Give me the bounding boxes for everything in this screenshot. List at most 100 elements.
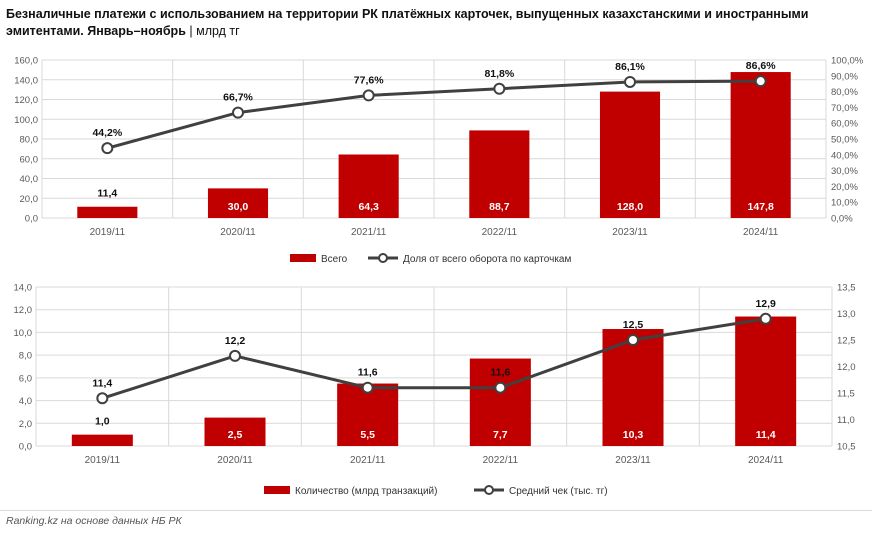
line-data-label: 11,4: [92, 377, 112, 389]
bar: [338, 154, 399, 218]
bar: [735, 316, 797, 446]
line-data-label: 81,8%: [484, 68, 514, 80]
y-right-tick-label: 11,0: [837, 415, 855, 426]
y-left-tick-label: 0,0: [19, 442, 32, 453]
y-right-tick-label: 13,5: [837, 283, 856, 294]
y-right-tick-label: 20,0%: [831, 182, 858, 193]
y-left-tick-label: 100,0: [14, 115, 38, 126]
line-data-label: 11,6: [490, 367, 510, 379]
line-data-label: 12,5: [623, 319, 644, 331]
legend-swatch-bar: [290, 254, 316, 262]
line-marker: [361, 381, 374, 394]
line-marker: [362, 89, 375, 102]
y-right-tick-label: 13,0: [837, 309, 856, 320]
y-left-tick-label: 40,0: [20, 174, 39, 185]
title-unit: млрд тг: [196, 24, 240, 38]
y-left-tick-label: 60,0: [20, 154, 39, 165]
x-tick-label: 2022/11: [482, 227, 518, 238]
line-marker: [759, 312, 772, 325]
line-marker: [232, 106, 244, 119]
line-marker: [229, 349, 241, 362]
bar-data-label: 88,7: [489, 201, 510, 213]
source-note: Ranking.kz на основе данных НБ РК: [6, 515, 182, 527]
line-marker: [493, 82, 506, 95]
y-left-tick-label: 140,0: [14, 75, 38, 86]
y-right-tick-label: 80,0%: [831, 87, 858, 98]
y-left-tick-label: 160,0: [14, 56, 38, 67]
chart-title: Безналичные платежи с использованием на …: [6, 6, 866, 40]
bar-data-label: 30,0: [228, 201, 249, 213]
bar: [730, 72, 791, 218]
x-tick-label: 2019/11: [90, 227, 126, 238]
y-right-tick-label: 10,5: [837, 442, 856, 453]
line-marker: [624, 75, 636, 88]
y-right-tick-label: 90,0%: [831, 71, 858, 82]
footer-divider: [0, 510, 872, 511]
bar-data-label: 128,0: [617, 201, 643, 213]
y-right-tick-label: 70,0%: [831, 103, 858, 114]
bar: [599, 91, 661, 218]
legend-label-bar: Всего: [321, 254, 348, 265]
line-marker: [101, 142, 114, 155]
bar-data-label: 5,5: [360, 429, 375, 441]
bar-data-label: 147,8: [748, 201, 774, 213]
bar: [469, 130, 530, 218]
x-tick-label: 2021/11: [350, 455, 386, 466]
bar-data-label: 11,4: [97, 188, 117, 200]
y-left-tick-label: 12,0: [14, 305, 33, 316]
line-data-label: 86,1%: [615, 61, 645, 73]
x-tick-label: 2024/11: [748, 455, 784, 466]
legend-label-line: Доля от всего оборота по карточкам: [403, 253, 571, 265]
legend-label-bar: Количество (млрд транзакций): [295, 486, 437, 497]
line-marker: [627, 334, 639, 346]
y-left-tick-label: 2,0: [19, 419, 32, 430]
line-data-label: 66,7%: [223, 92, 253, 104]
y-right-tick-label: 10,0%: [831, 198, 858, 209]
y-right-tick-label: 12,0: [837, 362, 856, 373]
bar-data-label: 1,0: [95, 416, 110, 428]
legend-swatch-marker: [378, 253, 388, 263]
line-data-label: 12,2: [225, 335, 246, 347]
line-data-label: 12,9: [755, 298, 776, 310]
y-right-tick-label: 60,0%: [831, 119, 858, 130]
y-right-tick-label: 0,0%: [831, 214, 853, 225]
bar: [337, 383, 399, 446]
legend-swatch-marker: [484, 485, 494, 495]
y-right-tick-label: 40,0%: [831, 150, 858, 161]
y-left-tick-label: 4,0: [19, 396, 32, 407]
y-left-tick-label: 120,0: [14, 95, 38, 106]
bar-data-label: 2,5: [228, 429, 243, 441]
y-left-tick-label: 0,0: [25, 214, 38, 225]
bar: [71, 434, 133, 446]
title-main: Безналичные платежи с использованием на …: [6, 7, 809, 38]
y-left-tick-label: 80,0: [20, 135, 39, 146]
line-data-label: 86,6%: [746, 60, 776, 72]
y-left-tick-label: 20,0: [20, 194, 39, 205]
legend-label-line: Средний чек (тыс. тг): [509, 486, 608, 497]
y-left-tick-label: 8,0: [19, 351, 32, 362]
chart-bottom: 0,0 2,0 4,0 6,0 8,0 10,0 12,0 14,0 10,5 11,0 11,5 1…: [14, 283, 856, 498]
line-data-label: 44,2%: [92, 127, 122, 139]
y-right-tick-label: 100,0%: [831, 56, 864, 67]
y-left-tick-label: 14,0: [14, 283, 33, 294]
x-tick-label: 2023/11: [615, 455, 651, 466]
x-tick-label: 2021/11: [351, 227, 387, 238]
line-marker: [754, 75, 767, 88]
y-right-tick-label: 50,0%: [831, 135, 858, 146]
bar-data-label: 10,3: [623, 429, 644, 441]
y-left-tick-label: 10,0: [14, 328, 33, 339]
legend-swatch-bar: [264, 486, 290, 494]
bar-data-label: 64,3: [358, 201, 379, 213]
line-marker: [96, 392, 109, 405]
bar: [77, 206, 138, 218]
x-tick-label: 2022/11: [483, 455, 519, 466]
x-tick-label: 2020/11: [220, 227, 256, 238]
line-data-label: 77,6%: [354, 74, 384, 86]
line-marker: [494, 381, 507, 394]
x-tick-label: 2020/11: [217, 455, 253, 466]
title-separator: |: [185, 24, 197, 38]
line-data-label: 11,6: [358, 367, 378, 379]
bar: [469, 358, 531, 446]
line-series: [101, 317, 766, 400]
bar-data-label: 7,7: [493, 429, 508, 441]
